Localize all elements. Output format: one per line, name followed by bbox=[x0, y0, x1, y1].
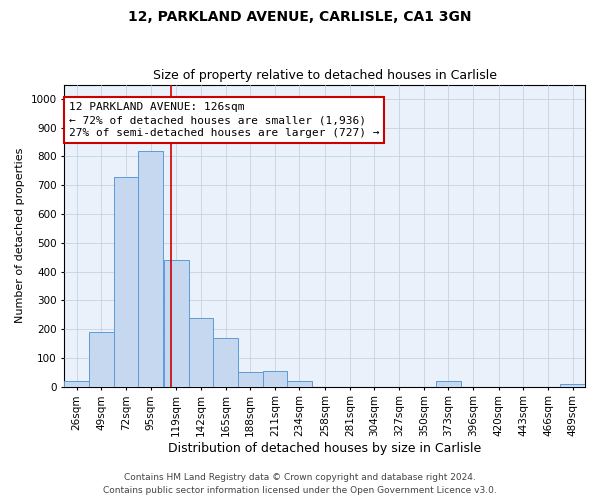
Bar bbox=[89, 332, 113, 386]
Text: Contains HM Land Registry data © Crown copyright and database right 2024.
Contai: Contains HM Land Registry data © Crown c… bbox=[103, 474, 497, 495]
Bar bbox=[188, 318, 213, 386]
Text: 12 PARKLAND AVENUE: 126sqm
← 72% of detached houses are smaller (1,936)
27% of s: 12 PARKLAND AVENUE: 126sqm ← 72% of deta… bbox=[68, 102, 379, 138]
Bar bbox=[113, 176, 138, 386]
Text: 12, PARKLAND AVENUE, CARLISLE, CA1 3GN: 12, PARKLAND AVENUE, CARLISLE, CA1 3GN bbox=[128, 10, 472, 24]
Title: Size of property relative to detached houses in Carlisle: Size of property relative to detached ho… bbox=[152, 69, 497, 82]
Bar bbox=[164, 260, 188, 386]
Bar bbox=[560, 384, 585, 386]
Bar bbox=[287, 381, 312, 386]
Bar bbox=[213, 338, 238, 386]
X-axis label: Distribution of detached houses by size in Carlisle: Distribution of detached houses by size … bbox=[168, 442, 481, 455]
Bar bbox=[138, 150, 163, 386]
Y-axis label: Number of detached properties: Number of detached properties bbox=[15, 148, 25, 324]
Bar bbox=[263, 371, 287, 386]
Bar bbox=[436, 381, 461, 386]
Bar bbox=[64, 381, 89, 386]
Bar bbox=[238, 372, 263, 386]
